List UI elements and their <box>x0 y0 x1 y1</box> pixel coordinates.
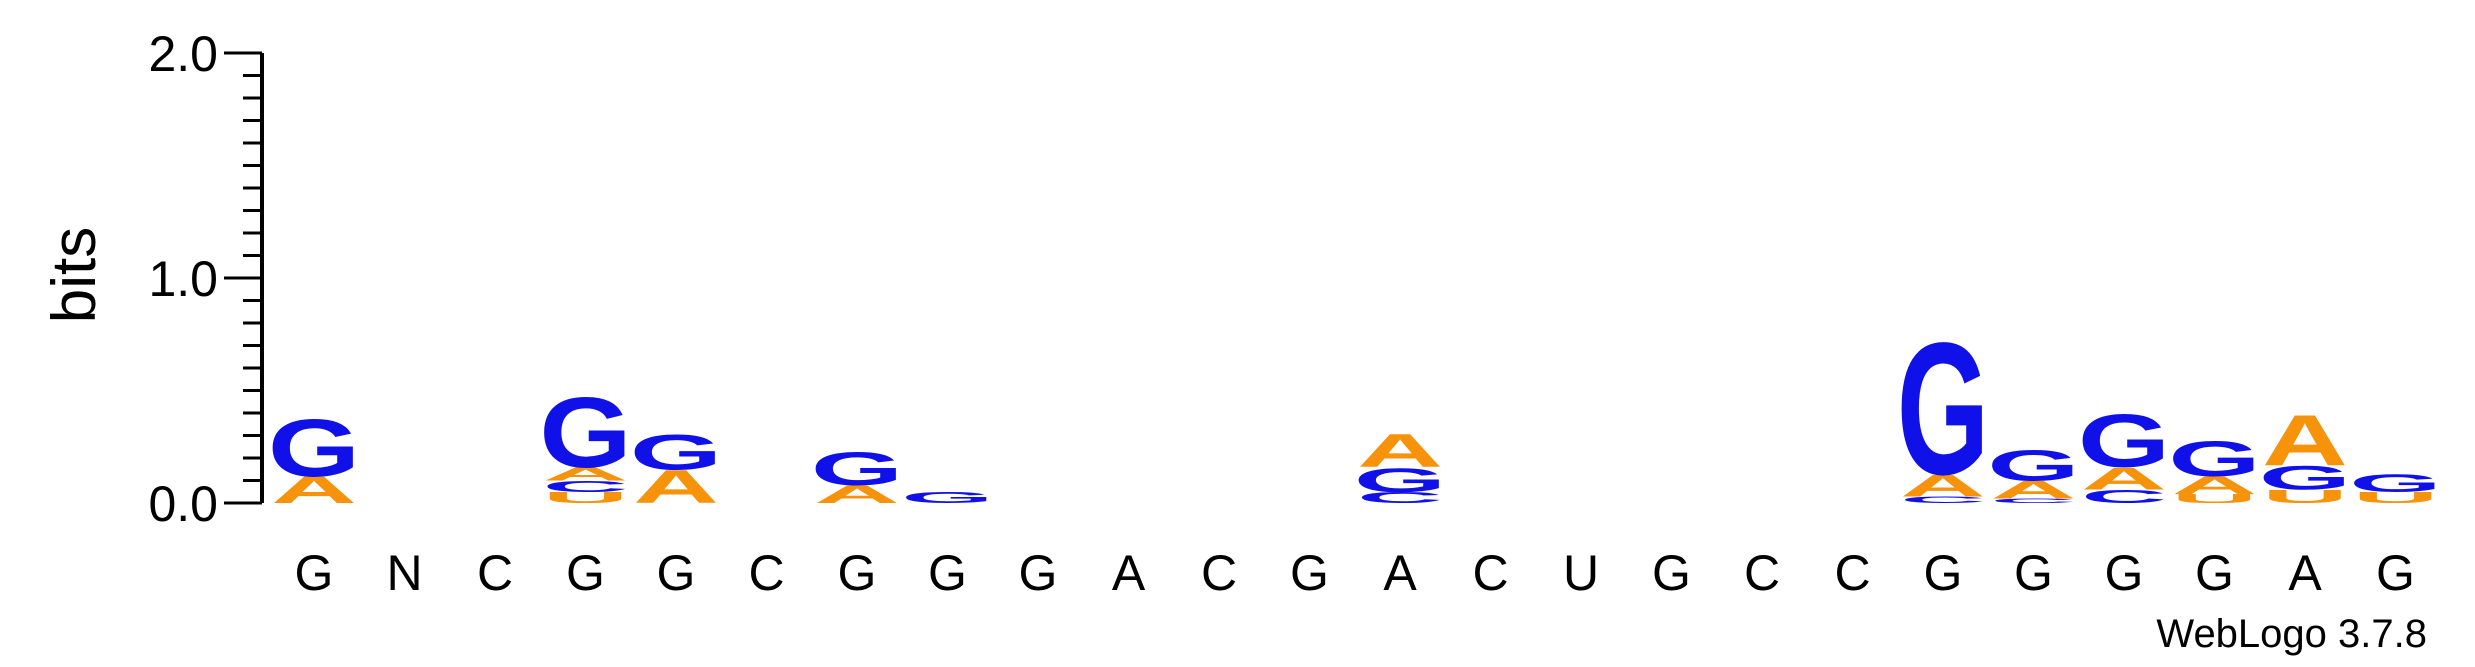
position-label: C <box>1472 545 1508 601</box>
position-label: G <box>1924 545 1963 601</box>
position-label: G <box>838 545 877 601</box>
position-label: G <box>2195 545 2234 601</box>
logo-letter-a: A <box>1357 425 1443 478</box>
logo-letter-g: G <box>1897 304 1989 515</box>
position-label: C <box>1744 545 1780 601</box>
y-tick-label: 0.0 <box>148 476 218 532</box>
position-label: G <box>2376 545 2415 601</box>
position-label: G <box>1019 545 1058 601</box>
logo-letter-g: G <box>811 443 904 496</box>
position-label: G <box>566 545 605 601</box>
position-label: N <box>386 545 422 601</box>
position-label: G <box>1652 545 1691 601</box>
logo-letter-a: A <box>633 461 719 514</box>
logo-letter-u: U <box>2353 489 2439 507</box>
logo-letter-c: C <box>543 477 629 495</box>
logo-letter-c: C <box>1991 497 2077 504</box>
position-label: G <box>1290 545 1329 601</box>
y-axis-title: bits <box>40 227 109 323</box>
logo-letter-u: U <box>2262 486 2348 507</box>
y-tick-label: 1.0 <box>148 251 218 307</box>
logo-letter-c: C <box>2081 486 2167 507</box>
position-label: C <box>477 545 513 601</box>
y-axis: 0.0 1.0 2.0 <box>148 26 264 532</box>
y-tick-label: 2.0 <box>148 26 218 82</box>
position-label: G <box>928 545 967 601</box>
logo-letter-g: G <box>268 402 361 493</box>
logo-letter-a: A <box>814 480 900 508</box>
logo-letter-g: G <box>901 489 993 507</box>
logo-letter-g: G <box>2349 469 2442 497</box>
position-label: C <box>1201 545 1237 601</box>
logo-letter-u: U <box>2172 492 2258 506</box>
logo-letter-g: G <box>2078 400 2171 484</box>
logo-letter-c: C <box>1357 489 1443 507</box>
position-label: A <box>2288 545 2322 601</box>
logo-letter-c: C <box>1900 495 1986 506</box>
logo-letter-g: G <box>539 377 631 489</box>
position-label: A <box>1383 545 1417 601</box>
logo-letter-g: G <box>1354 461 1446 500</box>
logo-letter-a: A <box>1991 476 2077 504</box>
logo-letter-g: G <box>1987 441 2079 490</box>
logo-letter-g: G <box>2259 458 2351 497</box>
position-label: G <box>2014 545 2053 601</box>
logo-letter-u: U <box>543 489 629 507</box>
position-label: C <box>748 545 784 601</box>
logo-letter-a: A <box>1900 468 1986 503</box>
position-label: G <box>295 545 334 601</box>
logo-letter-a: A <box>2081 461 2167 496</box>
logo-letter-a: A <box>543 464 629 485</box>
position-label: C <box>1834 545 1870 601</box>
logo-letter-a: A <box>2172 471 2258 499</box>
position-label: G <box>657 545 696 601</box>
position-label: G <box>2105 545 2144 601</box>
logo-letter-g: G <box>2168 431 2261 487</box>
weblogo-credit: WebLogo 3.7.8 <box>2156 612 2427 656</box>
position-label: U <box>1563 545 1599 601</box>
logo-letter-a: A <box>271 469 357 511</box>
logo-letter-a: A <box>2262 399 2348 480</box>
position-label: A <box>1112 545 1146 601</box>
logo-letter-g: G <box>630 424 723 480</box>
